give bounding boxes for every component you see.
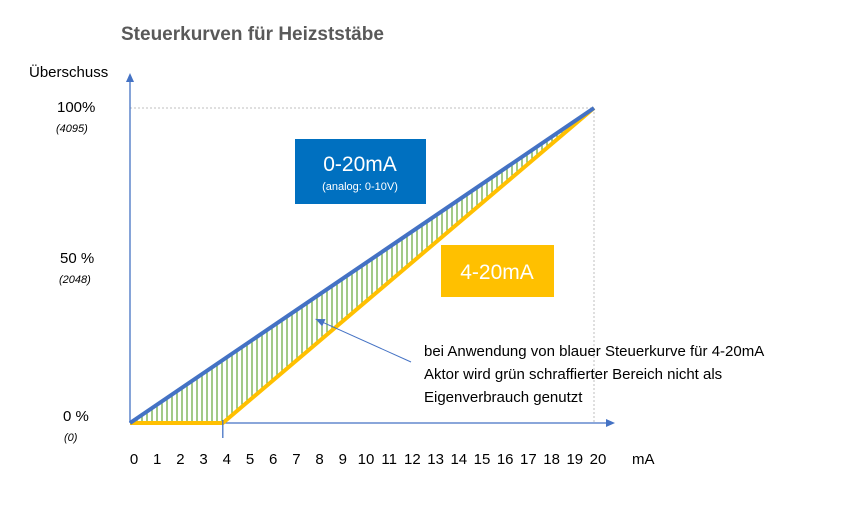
x-tick-10: 10 xyxy=(358,451,375,468)
legend-box-4-20ma xyxy=(441,245,554,297)
x-axis-label: mA xyxy=(632,451,655,468)
annotation-line-1: bei Anwendung von blauer Steuerkurve für… xyxy=(424,343,764,360)
x-tick-3: 3 xyxy=(199,451,207,468)
y-axis-label: Überschuss xyxy=(29,63,108,81)
legend-0-20ma-sublabel: (analog: 0-10V) xyxy=(322,181,398,193)
y-tick-50-sub: (2048) xyxy=(59,274,91,286)
x-tick-5: 5 xyxy=(246,451,254,468)
x-tick-15: 15 xyxy=(474,451,491,468)
x-tick-2: 2 xyxy=(176,451,184,468)
x-tick-12: 12 xyxy=(404,451,421,468)
x-tick-14: 14 xyxy=(450,451,467,468)
y-tick-50: 50 % xyxy=(60,250,94,267)
y-tick-0-sub: (0) xyxy=(64,432,78,444)
x-tick-18: 18 xyxy=(543,451,560,468)
annotation-pointer xyxy=(315,318,412,363)
y-tick-100: 100% xyxy=(57,99,95,116)
x-tick-0: 0 xyxy=(130,451,138,468)
legend-0-20ma-label: 0-20mA xyxy=(323,153,397,176)
annotation-line-2: Aktor wird grün schraffierter Bereich ni… xyxy=(424,366,722,383)
x-tick-1: 1 xyxy=(153,451,161,468)
chart-title: Steuerkurven für Heizststäbe xyxy=(121,24,384,45)
y-tick-100-sub: (4095) xyxy=(56,123,88,135)
x-tick-9: 9 xyxy=(339,451,347,468)
y-tick-0: 0 % xyxy=(63,408,89,425)
annotation-line-3: Eigenverbrauch genutzt xyxy=(424,389,583,406)
x-axis-arrow xyxy=(606,419,615,427)
x-tick-6: 6 xyxy=(269,451,277,468)
x-tick-4: 4 xyxy=(223,451,231,468)
x-tick-20: 20 xyxy=(590,451,607,468)
y-axis-arrow xyxy=(126,73,134,82)
x-tick-7: 7 xyxy=(292,451,300,468)
legend-4-20ma-label: 4-20mA xyxy=(460,261,534,284)
x-tick-13: 13 xyxy=(427,451,444,468)
legend-box-0-20ma xyxy=(295,139,426,204)
x-tick-16: 16 xyxy=(497,451,514,468)
annotation-arrowhead xyxy=(315,319,326,327)
x-tick-labels: 0 1 2 3 4 5 6 7 8 9 10 11 12 13 14 15 16 17 18 19 20 xyxy=(130,451,607,468)
x-tick-11: 11 xyxy=(381,451,397,468)
x-tick-19: 19 xyxy=(566,451,583,468)
x-tick-17: 17 xyxy=(520,451,537,468)
x-tick-8: 8 xyxy=(315,451,323,468)
series-0-20ma-line xyxy=(128,106,596,425)
